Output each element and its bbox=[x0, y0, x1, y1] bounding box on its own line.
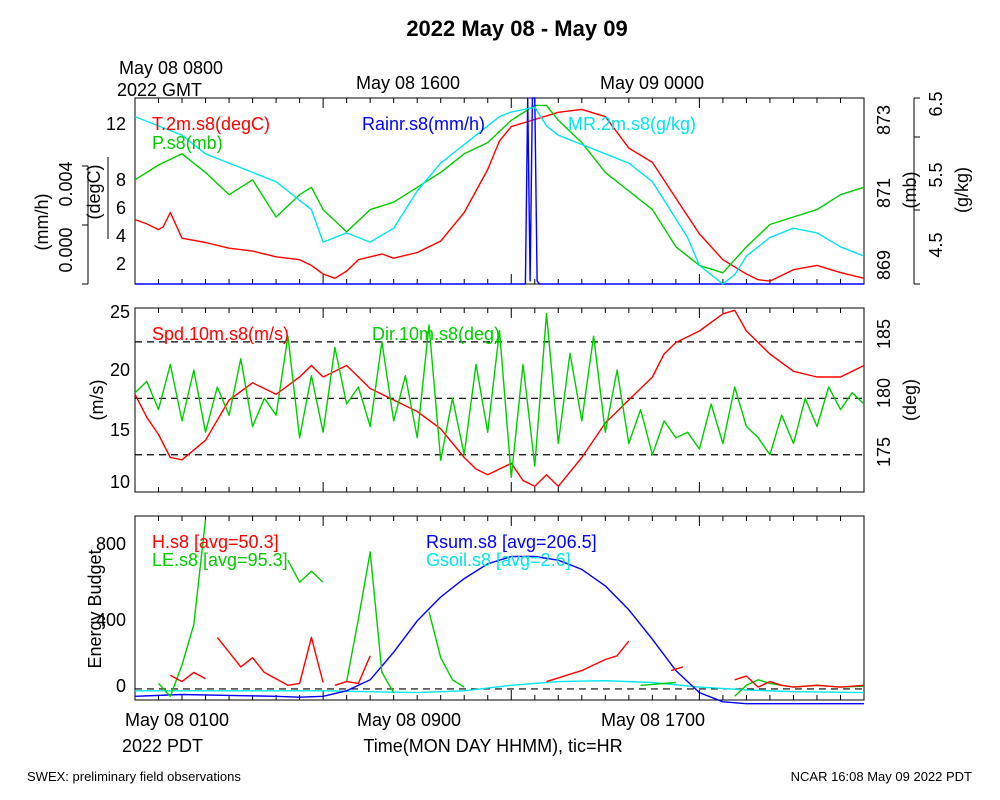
rain-tick-label: 0.000 bbox=[56, 227, 76, 272]
middle-panel-series bbox=[134, 309, 865, 487]
legend-pressure: P.s8(mb) bbox=[152, 133, 223, 153]
legend-wind-direction: Dir.10m.s8(deg) bbox=[372, 324, 500, 344]
tick-marks bbox=[134, 98, 865, 700]
outer-axis-lines bbox=[82, 97, 920, 285]
reference-lines bbox=[135, 341, 864, 690]
dir-tick-label: 185 bbox=[874, 319, 894, 349]
series-line-le-s8 bbox=[734, 679, 865, 697]
series-line-pres bbox=[134, 104, 865, 274]
spd-tick-label: 10 bbox=[110, 472, 130, 492]
pres-tick-label: 873 bbox=[874, 105, 894, 135]
temp-tick-label: 4 bbox=[116, 226, 126, 246]
series-line-gsoil-s8 bbox=[135, 680, 865, 694]
pdt-tick-label-1700: May 08 1700 bbox=[601, 710, 705, 730]
mr-tick-label: 4.5 bbox=[926, 232, 946, 257]
dir-axis-label: (deg) bbox=[900, 379, 920, 421]
mr-tick-label: 5.5 bbox=[926, 162, 946, 187]
dir-tick-label: 180 bbox=[874, 378, 894, 408]
legend-sensible-heat: H.s8 [avg=50.3] bbox=[152, 532, 279, 552]
gmt-tick-label-0000: May 09 0000 bbox=[600, 73, 704, 93]
pdt-tick-label-0100: May 08 0100 bbox=[125, 710, 229, 730]
middle-panel-frame bbox=[134, 307, 865, 493]
series-line-dir bbox=[134, 312, 865, 478]
chart-title: 2022 May 08 - May 09 bbox=[406, 16, 627, 41]
series-line-temp bbox=[134, 108, 865, 282]
energy-tick-label: 400 bbox=[96, 610, 126, 630]
pres-tick-label: 869 bbox=[874, 250, 894, 280]
gmt-start-label-2: 2022 GMT bbox=[117, 80, 202, 100]
footer-right-note: NCAR 16:08 May 09 2022 PDT bbox=[791, 769, 972, 784]
footer-left-note: SWEX: preliminary field observations bbox=[27, 769, 241, 784]
energy-axis-label: Energy Budget bbox=[85, 549, 105, 668]
series-line-le-s8 bbox=[157, 519, 207, 697]
series-line-h-s8 bbox=[169, 671, 206, 683]
series-line-rain bbox=[135, 97, 864, 285]
gmt-tick-label-1600: May 08 1600 bbox=[356, 73, 460, 93]
pres-tick-label: 871 bbox=[874, 178, 894, 208]
series-line-le-s8 bbox=[345, 551, 395, 693]
spd-tick-label: 25 bbox=[110, 302, 130, 322]
rain-axis-label: (mm/h) bbox=[32, 194, 52, 251]
spd-tick-label: 20 bbox=[110, 360, 130, 380]
legend-soil-heat: Gsoil.s8 [avg=2.6] bbox=[426, 550, 571, 570]
temp-tick-label: 2 bbox=[116, 254, 126, 274]
series-line-le-s8 bbox=[287, 559, 324, 583]
mr-tick-label: 6.5 bbox=[926, 91, 946, 116]
top-panel-series bbox=[134, 97, 865, 285]
pdt-timezone-label: 2022 PDT bbox=[122, 736, 203, 756]
temp-tick-label: 8 bbox=[116, 170, 126, 190]
temp-tick-label: 12 bbox=[106, 114, 126, 134]
series-line-h-s8 bbox=[546, 640, 630, 683]
series-line-h-s8 bbox=[734, 675, 865, 688]
energy-tick-label: 0 bbox=[116, 676, 126, 696]
pres-axis-label: (mb) bbox=[900, 172, 920, 209]
series-line-le-s8 bbox=[640, 681, 676, 686]
series-line-le-s8 bbox=[428, 611, 465, 688]
series-line-spd bbox=[134, 309, 865, 487]
series-line-h-s8 bbox=[334, 655, 371, 686]
series-line-rsum-s8 bbox=[134, 555, 864, 705]
legend-temperature: T.2m.s8(degC) bbox=[152, 114, 270, 134]
spd-axis-label: (m/s) bbox=[87, 380, 107, 421]
rain-tick-label: 0.004 bbox=[56, 161, 76, 206]
legend-net-radiation: Rsum.s8 [avg=206.5] bbox=[426, 532, 597, 552]
legend-latent-heat: LE.s8 [avg=95.3] bbox=[152, 550, 288, 570]
legend-mixing-ratio: MR.2m.s8(g/kg) bbox=[568, 114, 696, 134]
temp-axis-label: (degC) bbox=[84, 164, 104, 219]
x-axis-title: Time(MON DAY HHMM), tic=HR bbox=[363, 736, 622, 756]
series-line-h-s8 bbox=[670, 666, 684, 672]
pdt-tick-label-0900: May 08 0900 bbox=[357, 710, 461, 730]
legend-rain-rate: Rainr.s8(mm/h) bbox=[362, 114, 485, 134]
dir-tick-label: 175 bbox=[874, 437, 894, 467]
temp-tick-label: 6 bbox=[116, 198, 126, 218]
series-line-h-s8 bbox=[216, 636, 324, 686]
gmt-start-label-1: May 08 0800 bbox=[119, 58, 223, 78]
energy-tick-label: 800 bbox=[96, 534, 126, 554]
series-line-mr bbox=[134, 106, 865, 285]
spd-tick-label: 15 bbox=[110, 420, 130, 440]
tick-labels: 2 4 6 8 12 0.000 0.004 869 871 873 4.5 5… bbox=[56, 91, 946, 696]
bottom-panel-series bbox=[134, 519, 865, 705]
bottom-panel-frame bbox=[134, 515, 865, 701]
mr-axis-label: (g/kg) bbox=[952, 167, 972, 213]
legend-wind-speed: Spd.10m.s8(m/s) bbox=[152, 324, 289, 344]
